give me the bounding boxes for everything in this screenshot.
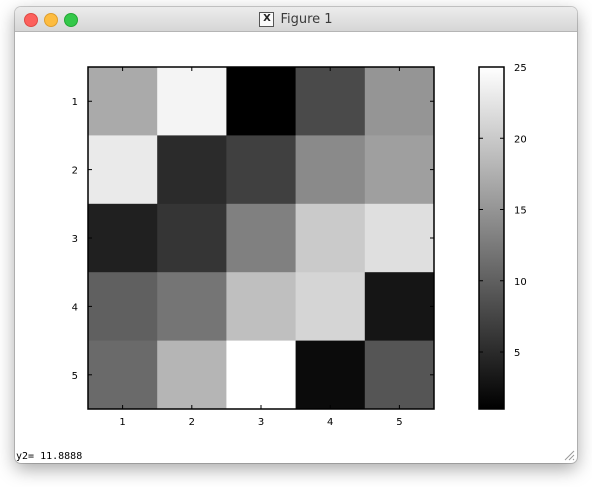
heatmap-cell (88, 203, 158, 273)
heatmap-cell (295, 67, 366, 136)
window-title: Figure 1 (280, 11, 333, 27)
x-tick-label: 4 (327, 417, 333, 428)
heatmap-cell (295, 272, 366, 342)
window-title-area: X Figure 1 (15, 7, 577, 31)
figure-window: X Figure 1 1 2 3 4 5 1 2 3 4 5 5 10 15 20 25 y2= 11.8… (15, 7, 577, 463)
heatmap-cell (226, 135, 297, 205)
plot-canvas[interactable]: 1 2 3 4 5 1 2 3 4 5 5 10 15 20 25 y2= 11.8888 (15, 32, 577, 463)
heatmap-plot: 1 2 3 4 5 1 2 3 4 5 5 10 15 20 25 (72, 63, 527, 428)
heatmap-cell (88, 340, 158, 410)
heatmap-cell (157, 203, 227, 273)
x-tick-label: 2 (189, 417, 195, 428)
x-tick-label: 5 (396, 417, 402, 428)
heatmap-cell (364, 340, 435, 410)
heatmap-cell (226, 340, 297, 410)
heatmap-cell (364, 272, 435, 342)
heatmap-cell (295, 340, 366, 410)
x-tick-label: 3 (258, 417, 264, 428)
y-tick-label: 2 (72, 166, 78, 177)
colorbar-tick-label: 5 (514, 348, 520, 359)
colorbar-tick-label: 25 (514, 63, 527, 74)
title-bar[interactable]: X Figure 1 (15, 7, 577, 32)
colorbar-tick-label: 10 (514, 277, 527, 288)
minimize-button[interactable] (44, 13, 58, 27)
x-tick-label: 1 (119, 417, 125, 428)
colorbar (478, 66, 505, 410)
heatmap-cell (364, 67, 435, 136)
heatmap-cell (364, 135, 435, 205)
status-readout: y2= 11.8888 (16, 451, 83, 462)
zoom-button[interactable] (64, 13, 78, 27)
heatmap-cell (88, 272, 158, 342)
heatmap-cell (364, 203, 435, 273)
heatmap-cell (295, 135, 366, 205)
y-tick-label: 4 (72, 302, 78, 313)
heatmap-cell (295, 203, 366, 273)
heatmap-cell (157, 272, 227, 342)
heatmap-cell (157, 340, 227, 410)
colorbar-tick-label: 20 (514, 134, 527, 145)
heatmap-cell (226, 67, 297, 136)
heatmap-cell (88, 135, 158, 205)
y-tick-label: 3 (72, 234, 78, 245)
y-tick-label: 5 (72, 371, 78, 382)
close-button[interactable] (24, 13, 38, 27)
heatmap-cell (226, 203, 297, 273)
heatmap-cell (157, 67, 227, 136)
heatmap-cell (157, 135, 227, 205)
heatmap-cell (88, 67, 158, 136)
y-tick-label: 1 (72, 97, 78, 108)
colorbar-tick-label: 15 (514, 206, 527, 217)
resize-grip-icon[interactable] (563, 449, 575, 461)
x11-icon: X (259, 11, 275, 27)
heatmap-cell (226, 272, 297, 342)
